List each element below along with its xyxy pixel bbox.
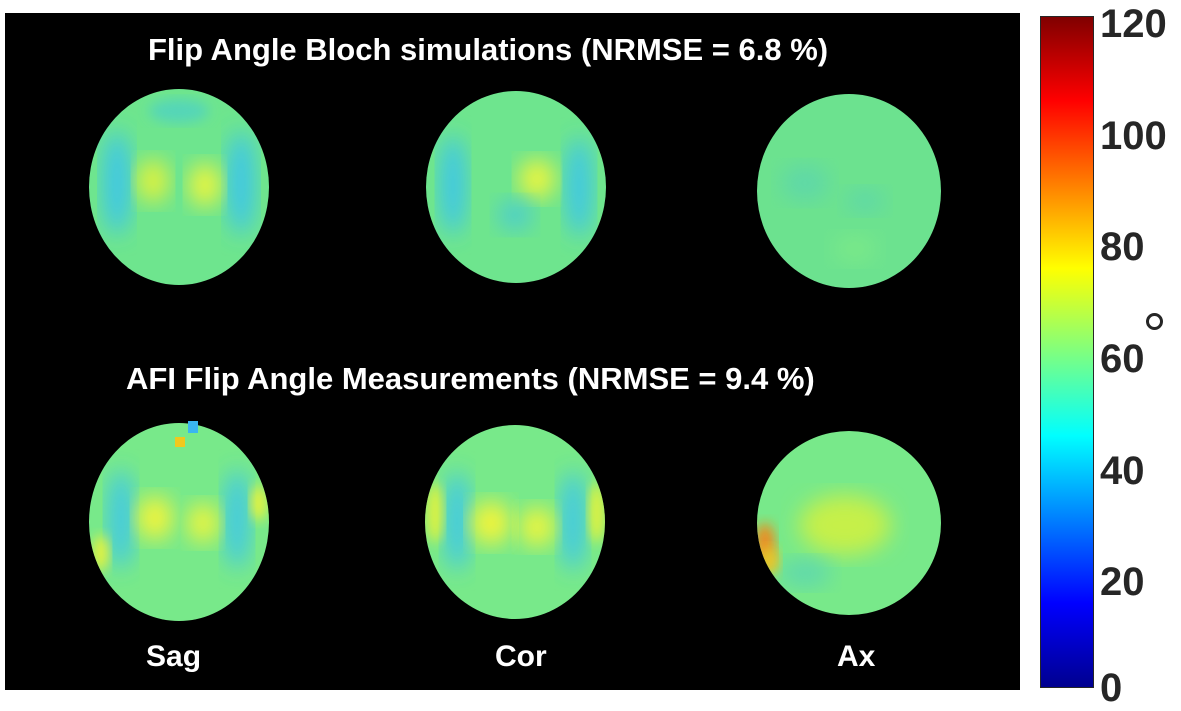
label-coronal: Cor xyxy=(495,640,547,673)
colorbar-tick-80: 80 xyxy=(1100,225,1145,269)
colorbar-tick-120: 120 xyxy=(1100,2,1167,46)
artifact-cold-spot xyxy=(188,421,198,433)
colorbar-tick-0: 0 xyxy=(1100,666,1123,710)
colorbar-tick-20: 20 xyxy=(1100,560,1145,604)
label-sagittal: Sag xyxy=(146,640,202,673)
label-axial: Ax xyxy=(837,640,876,673)
degree-unit-icon xyxy=(1146,313,1163,330)
map-sim-ax xyxy=(757,94,941,288)
map-afi-cor xyxy=(425,425,605,619)
title-afi-measurements: AFI Flip Angle Measurements (NRMSE = 9.4… xyxy=(126,361,815,396)
colorbar xyxy=(1040,16,1094,688)
artifact-warm-spot xyxy=(175,437,185,447)
image-panel: Flip Angle Bloch simulations (NRMSE = 6.… xyxy=(5,13,1020,690)
map-sim-cor xyxy=(426,91,606,283)
map-afi-sag xyxy=(89,423,269,621)
colorbar-tick-100: 100 xyxy=(1100,114,1167,158)
colorbar-tick-40: 40 xyxy=(1100,449,1145,493)
map-sim-sag xyxy=(89,89,269,285)
colorbar-tick-60: 60 xyxy=(1100,337,1145,381)
map-afi-ax xyxy=(757,431,941,615)
title-bloch-simulations: Flip Angle Bloch simulations (NRMSE = 6.… xyxy=(148,32,829,67)
flip-angle-maps xyxy=(89,89,941,621)
